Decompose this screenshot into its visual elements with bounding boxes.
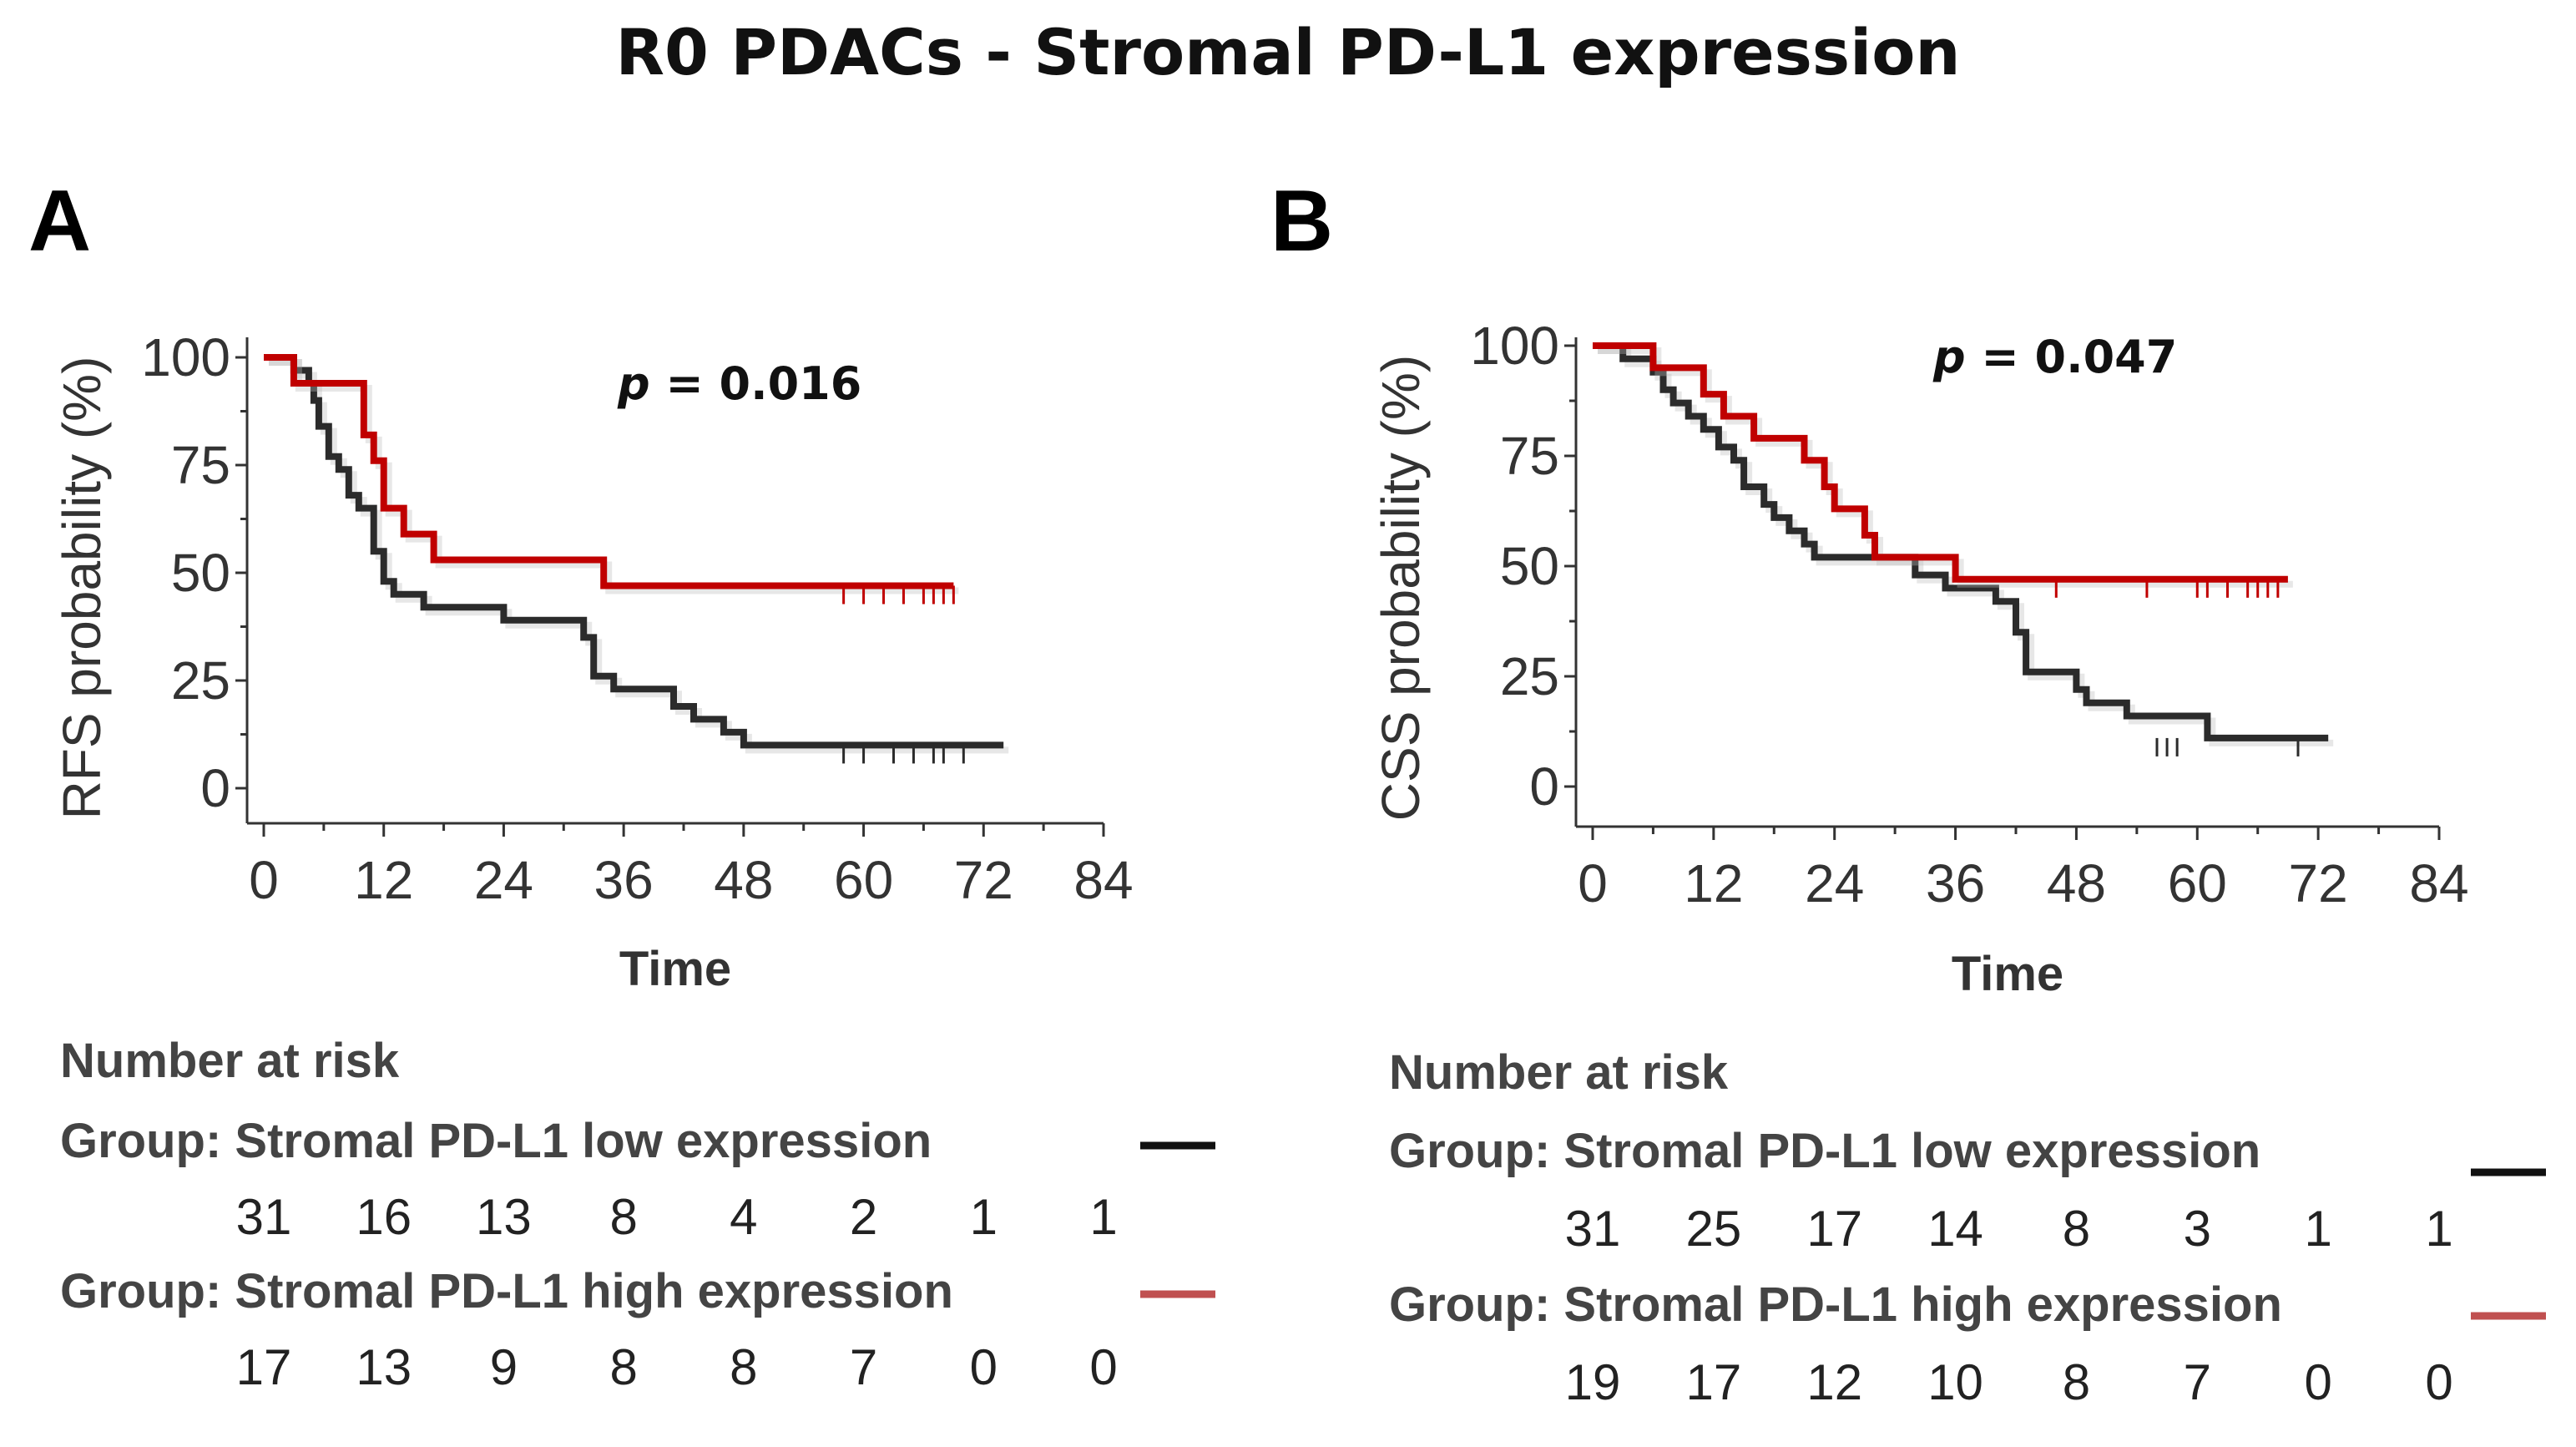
risk-count: 1 [2425, 1201, 2452, 1257]
x-tick-label: 48 [714, 850, 773, 910]
risk-count: 13 [476, 1189, 532, 1245]
risk-count: 8 [609, 1189, 637, 1245]
y-tick-label: 75 [171, 435, 230, 495]
risk-count: 17 [236, 1339, 292, 1395]
p-symbol: p [1932, 331, 1966, 383]
y-tick-label: 0 [200, 758, 230, 818]
risk-count: 4 [730, 1189, 757, 1245]
panel-label-a: A [28, 173, 92, 270]
page-title: R0 PDACs - Stromal PD-L1 expression [615, 15, 1961, 89]
series-line-shadow [1598, 347, 2334, 746]
x-axis-label: Time [1952, 947, 2063, 1001]
series-line-shadow [269, 359, 959, 594]
p-value-annotation: p = 0.047 [1932, 331, 2177, 383]
y-tick-label: 25 [171, 650, 230, 711]
x-tick-label: 0 [249, 850, 279, 910]
risk-count: 13 [356, 1339, 412, 1395]
risk-group-label: Group: Stromal PD-L1 high expression [60, 1264, 953, 1318]
risk-count: 0 [2304, 1354, 2331, 1410]
panel-label-b: B [1270, 173, 1334, 270]
risk-count: 19 [1565, 1354, 1621, 1410]
risk-count: 8 [2063, 1201, 2090, 1257]
x-tick-label: 60 [2168, 853, 2227, 913]
y-tick-label: 50 [1500, 536, 1559, 596]
x-tick-label: 12 [354, 850, 413, 910]
risk-count: 25 [1685, 1201, 1741, 1257]
risk-count: 1 [970, 1189, 998, 1245]
x-tick-label: 36 [594, 850, 654, 910]
x-tick-label: 24 [474, 850, 533, 910]
x-tick-label: 24 [1805, 853, 1864, 913]
risk-count: 9 [490, 1339, 518, 1395]
y-tick-label: 100 [1470, 316, 1559, 376]
risk-count: 8 [609, 1339, 637, 1395]
risk-group-label: Group: Stromal PD-L1 low expression [60, 1114, 932, 1168]
x-tick-label: 0 [1578, 853, 1608, 913]
risk-count: 31 [1565, 1201, 1621, 1257]
p-symbol: p [617, 357, 650, 410]
risk-count: 17 [1806, 1201, 1862, 1257]
risk-count: 31 [236, 1189, 292, 1245]
series-line-low [1593, 342, 2329, 741]
risk-table-header: Number at risk [60, 1034, 400, 1088]
risk-count: 1 [2304, 1201, 2331, 1257]
x-tick-label: 60 [834, 850, 893, 910]
y-axis-label: CSS probability (%) [1371, 355, 1431, 821]
series-line-high [264, 354, 954, 589]
p-value: = 0.047 [1966, 331, 2178, 383]
risk-count: 8 [730, 1339, 757, 1395]
p-value: = 0.016 [650, 357, 862, 410]
p-value-annotation: p = 0.016 [617, 357, 861, 410]
y-tick-label: 100 [141, 327, 230, 387]
x-tick-label: 48 [2047, 853, 2106, 913]
risk-count: 10 [1927, 1354, 1983, 1410]
risk-count: 0 [2425, 1354, 2452, 1410]
risk-count: 16 [356, 1189, 412, 1245]
y-tick-label: 0 [1529, 756, 1559, 817]
risk-count: 12 [1806, 1354, 1862, 1410]
x-tick-label: 72 [2289, 853, 2348, 913]
y-tick-label: 50 [171, 543, 230, 603]
risk-count: 3 [2184, 1201, 2211, 1257]
risk-count: 1 [1089, 1189, 1117, 1245]
risk-group-label: Group: Stromal PD-L1 low expression [1389, 1124, 2260, 1178]
risk-count: 0 [1089, 1339, 1117, 1395]
x-tick-label: 72 [954, 850, 1013, 910]
x-axis-label: Time [619, 942, 731, 996]
series-line-low [264, 354, 1004, 749]
series-line-shadow [1598, 347, 2293, 588]
risk-count: 2 [850, 1189, 877, 1245]
x-tick-label: 36 [1926, 853, 1985, 913]
y-tick-label: 25 [1500, 646, 1559, 706]
series-line-high [1593, 342, 2288, 583]
x-tick-label: 84 [2409, 853, 2468, 913]
risk-table-header: Number at risk [1389, 1045, 1729, 1100]
risk-count: 17 [1685, 1354, 1741, 1410]
risk-count: 14 [1927, 1201, 1983, 1257]
risk-count: 0 [970, 1339, 998, 1395]
x-tick-label: 12 [1684, 853, 1743, 913]
y-tick-label: 75 [1500, 426, 1559, 486]
x-tick-label: 84 [1073, 850, 1133, 910]
risk-count: 7 [850, 1339, 877, 1395]
y-axis-label: RFS probability (%) [52, 357, 112, 820]
risk-count: 8 [2063, 1354, 2090, 1410]
risk-group-label: Group: Stromal PD-L1 high expression [1389, 1278, 2282, 1332]
risk-count: 7 [2184, 1354, 2211, 1410]
